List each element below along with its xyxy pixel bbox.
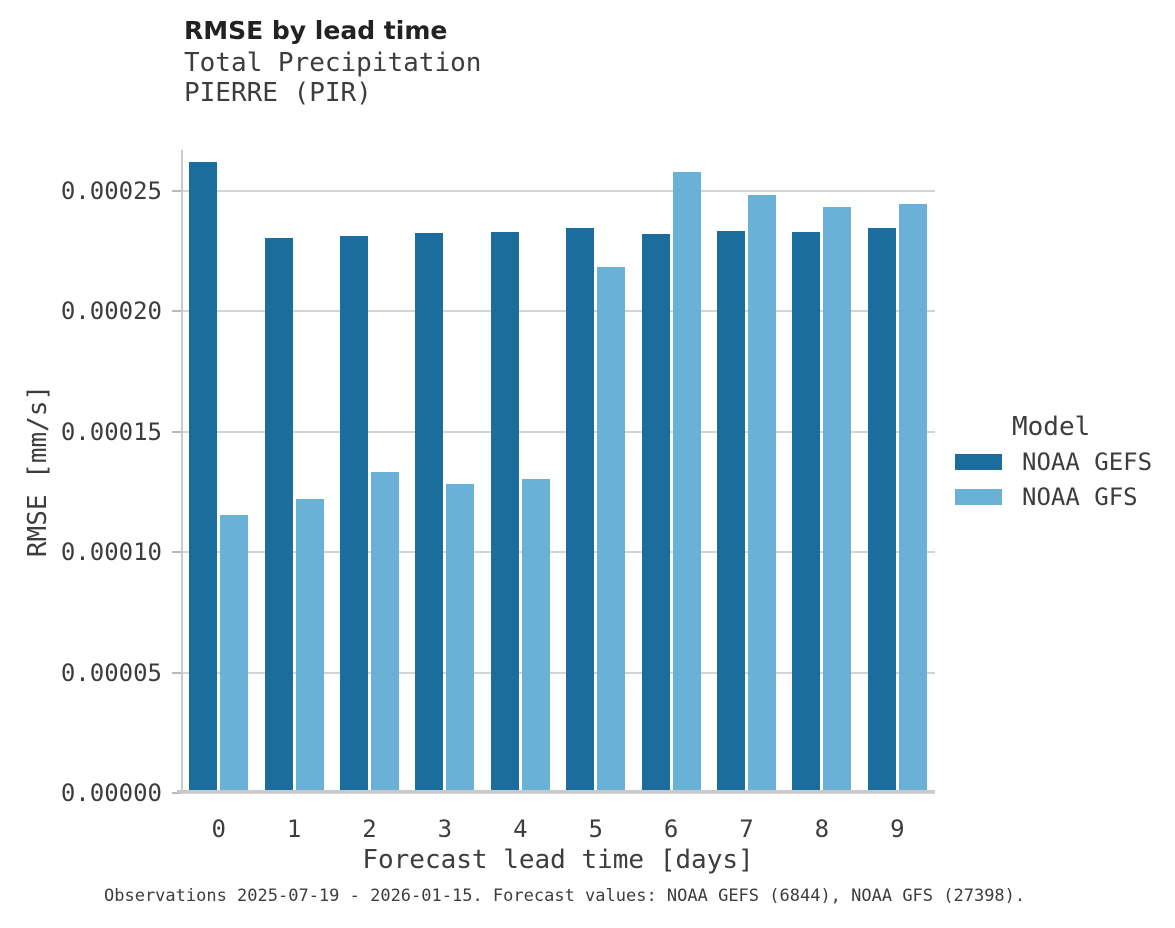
- bar-noaa-gefs-lead-6: [641, 234, 670, 793]
- y-axis-tick-label: 0.00020: [60, 297, 162, 326]
- y-axis-tick: [172, 189, 181, 192]
- bar-noaa-gfs-lead-0: [220, 514, 249, 793]
- legend-title: Model: [1012, 412, 1091, 442]
- bar-noaa-gefs-lead-9: [867, 228, 896, 793]
- gridline-y-0.00010: [181, 551, 935, 554]
- bar-noaa-gefs-lead-5: [566, 228, 595, 793]
- x-axis-tick-label: 4: [513, 815, 528, 843]
- gridline-y-0.00015: [181, 430, 935, 433]
- y-axis-tick-label: 0.00025: [60, 176, 162, 205]
- legend-swatch-noaa-gefs: [955, 454, 1002, 470]
- figure-caption: Observations 2025-07-19 - 2026-01-15. Fo…: [104, 886, 1026, 906]
- bar-noaa-gfs-lead-5: [597, 266, 626, 793]
- legend-label-noaa-gefs: NOAA GEFS: [1022, 448, 1153, 476]
- bar-noaa-gfs-lead-4: [521, 478, 550, 793]
- bar-noaa-gfs-lead-2: [371, 471, 399, 793]
- legend-label-noaa-gfs: NOAA GFS: [1022, 483, 1138, 511]
- y-axis-title: RMSE [mm/s]: [23, 384, 53, 558]
- y-axis-tick: [172, 792, 181, 794]
- bar-noaa-gfs-lead-3: [446, 483, 475, 793]
- x-axis-tick-label: 1: [286, 815, 302, 843]
- bar-noaa-gfs-lead-1: [295, 499, 324, 793]
- y-axis-tick: [172, 310, 181, 313]
- x-axis-tick-label: 3: [437, 815, 453, 843]
- chart-subtitle: Total Precipitation: [184, 48, 482, 78]
- chart-subtitle-location: PIERRE (PIR): [184, 78, 372, 108]
- y-axis-tick: [172, 671, 181, 674]
- x-axis-tick-label: 5: [588, 815, 603, 843]
- bar-noaa-gefs-lead-8: [792, 231, 821, 793]
- x-axis-tick-label: 8: [814, 815, 830, 843]
- gridline-y-0.00020: [181, 310, 935, 313]
- bar-noaa-gefs-lead-3: [415, 233, 444, 793]
- bar-noaa-gefs-lead-2: [340, 235, 368, 793]
- x-axis-tick-label: 6: [663, 815, 679, 843]
- y-axis-tick-label: 0.00000: [60, 779, 162, 807]
- chart-title: RMSE by lead time: [184, 16, 448, 45]
- y-axis-spine: [181, 150, 183, 793]
- bar-noaa-gfs-lead-6: [672, 171, 701, 793]
- gridline-y-0.00005: [181, 671, 935, 674]
- plot-area: 0.00000 0.00005 0.00010 0.00015 0.00020 0.000…: [61, 150, 935, 843]
- legend-entry-noaa-gfs: NOAA GFS: [955, 483, 1138, 511]
- x-axis-tick-label: 9: [890, 815, 905, 843]
- bar-noaa-gefs-lead-0: [189, 162, 218, 793]
- x-axis-tick-label: 7: [739, 815, 754, 843]
- gridline-y-0.00025: [181, 189, 935, 192]
- bar-noaa-gfs-lead-9: [898, 204, 927, 793]
- bar-noaa-gefs-lead-4: [490, 231, 519, 793]
- y-axis-tick-label: 0.00010: [60, 538, 162, 567]
- bar-noaa-gefs-lead-7: [717, 230, 745, 793]
- gridline-y-0.00000: [181, 792, 935, 794]
- bar-noaa-gefs-lead-1: [264, 237, 293, 793]
- legend-swatch-noaa-gfs: [955, 489, 1002, 505]
- y-axis-tick-label: 0.00005: [60, 658, 162, 687]
- bar-noaa-gfs-lead-8: [823, 206, 852, 793]
- x-axis-tick-label: 2: [362, 815, 377, 843]
- y-axis-tick: [172, 551, 181, 554]
- y-axis-tick: [172, 430, 181, 433]
- x-axis-spine: [177, 790, 935, 793]
- x-axis-tick-label: 0: [211, 815, 226, 843]
- x-axis-title: Forecast lead time [days]: [362, 845, 754, 875]
- legend-entry-noaa-gefs: NOAA GEFS: [955, 448, 1152, 476]
- bar-noaa-gfs-lead-7: [748, 194, 776, 793]
- y-axis-tick-label: 0.00015: [60, 417, 162, 446]
